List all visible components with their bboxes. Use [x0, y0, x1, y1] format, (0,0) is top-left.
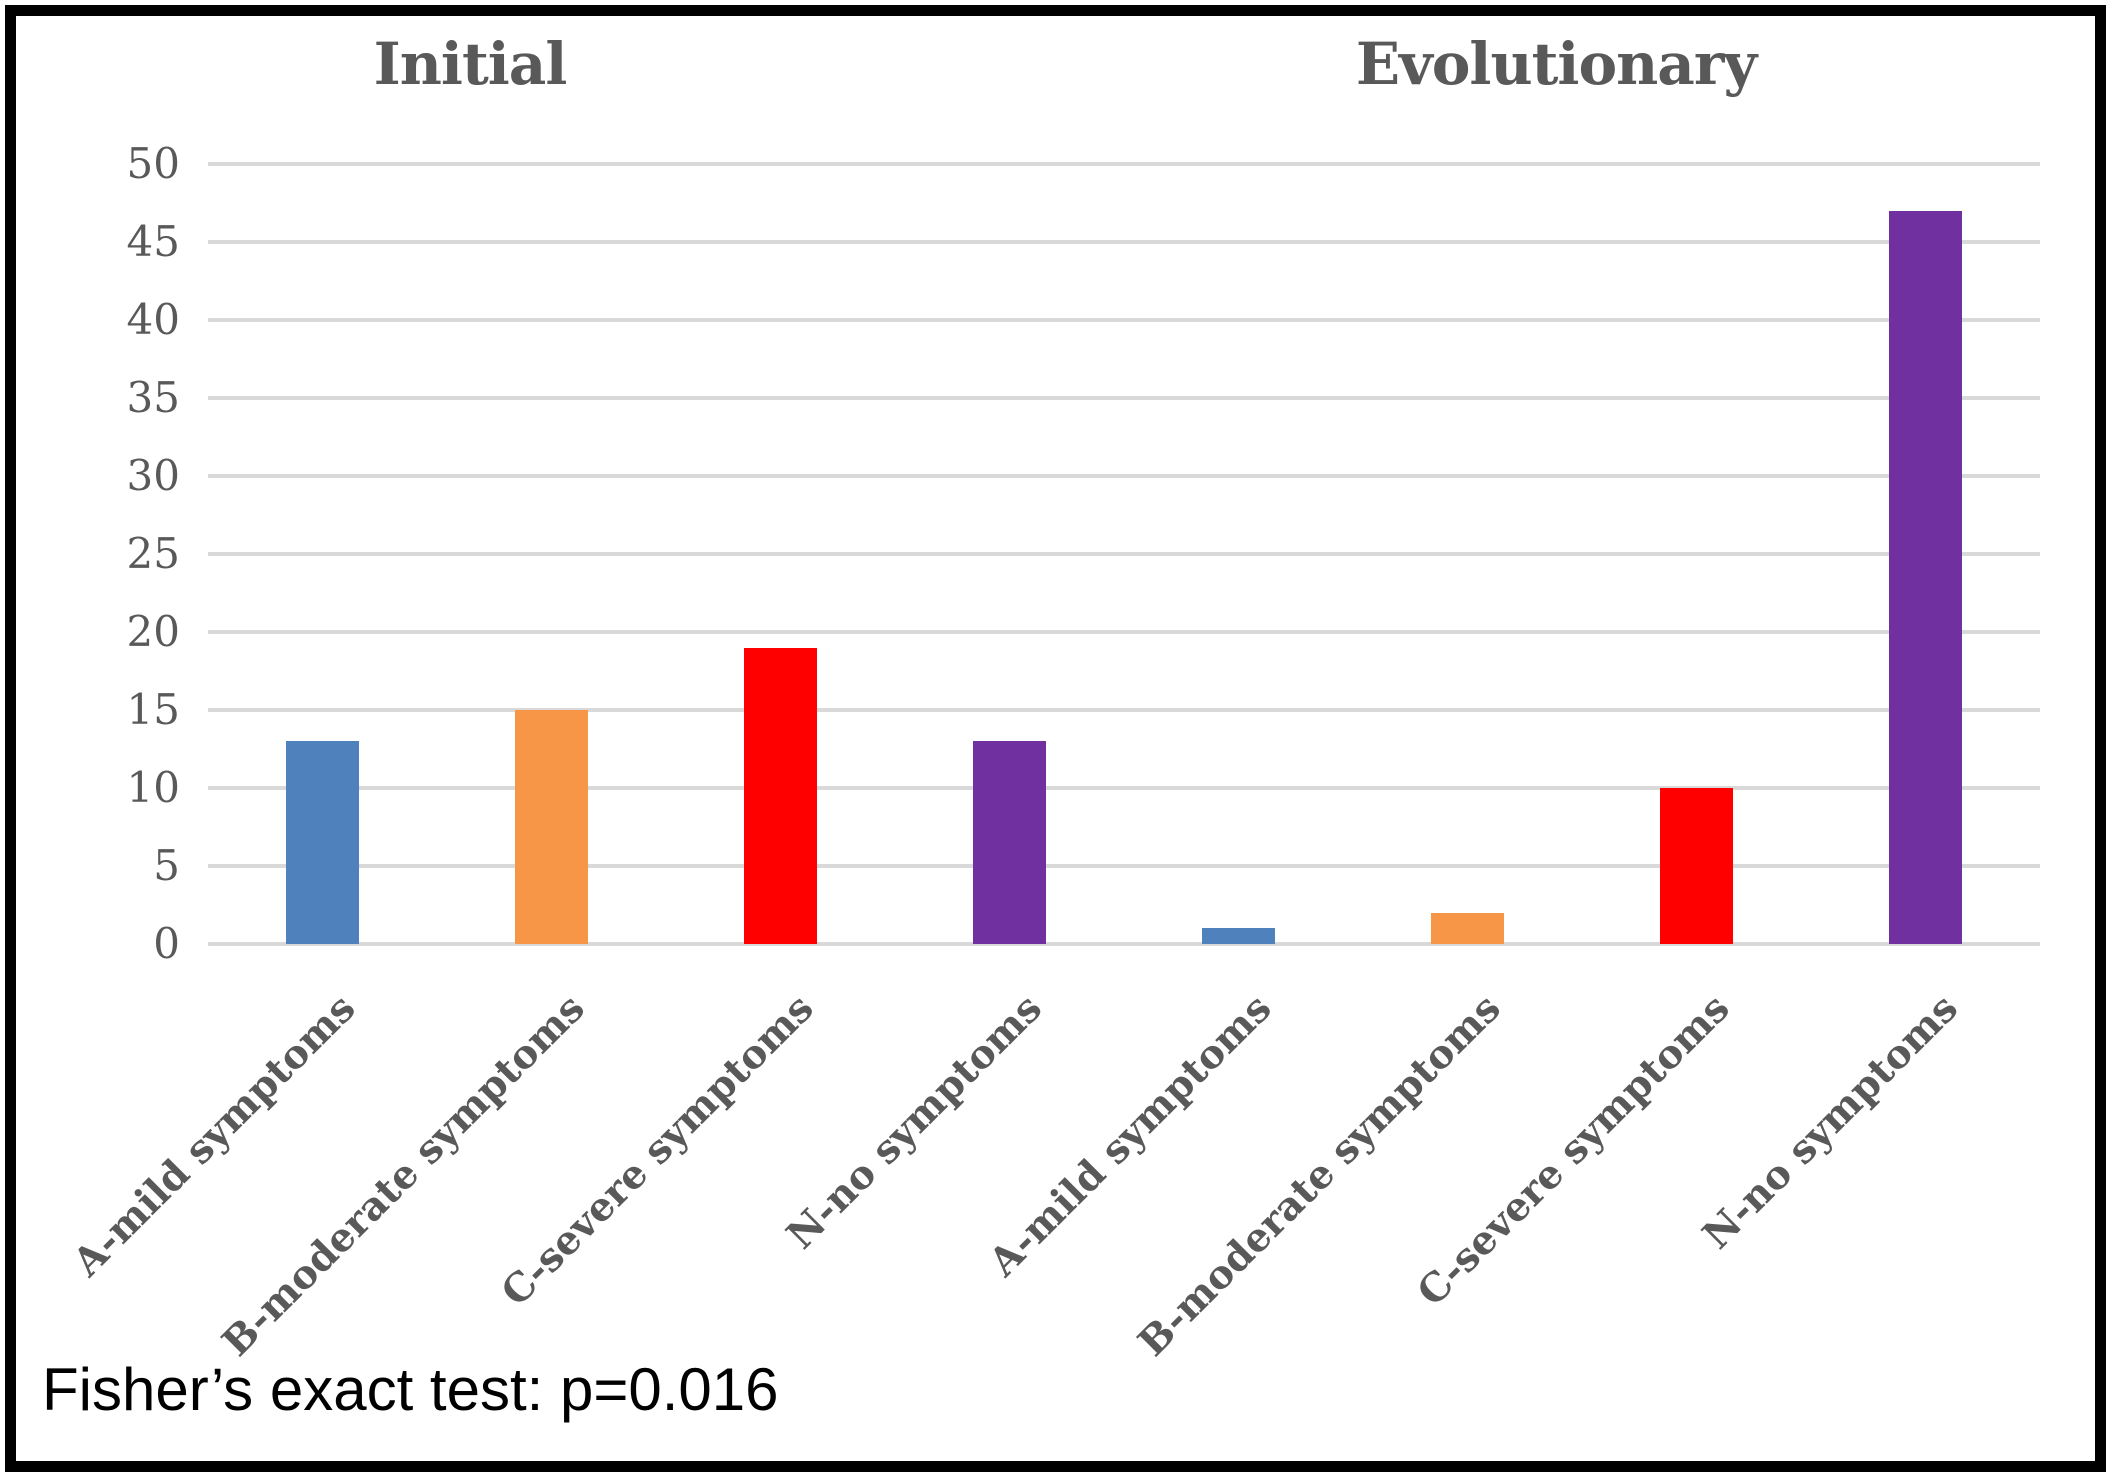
x-axis-category-label-evolutionary-3: N-no symptoms	[1694, 985, 1968, 1259]
y-axis-tick-label-5: 5	[153, 841, 180, 890]
bar-initial-n-no-symptoms	[973, 741, 1046, 944]
gridline-y-35	[208, 396, 2040, 400]
group-title-evolutionary: Evolutionary	[1355, 30, 1757, 98]
gridline-y-5	[208, 864, 2040, 868]
bar-evolutionary-n-no-symptoms	[1889, 211, 1962, 944]
gridline-y-45	[208, 240, 2040, 244]
y-axis-tick-label-10: 10	[126, 763, 180, 812]
y-axis-tick-label-15: 15	[126, 685, 180, 734]
y-axis-tick-label-50: 50	[126, 139, 180, 188]
gridline-y-20	[208, 630, 2040, 634]
bar-initial-a-mild-symptoms	[286, 741, 359, 944]
gridline-y-10	[208, 786, 2040, 790]
bar-evolutionary-c-severe-symptoms	[1660, 788, 1733, 944]
gridline-y-25	[208, 552, 2040, 556]
gridline-y-15	[208, 708, 2040, 712]
y-axis-tick-label-20: 20	[126, 607, 180, 656]
bar-evolutionary-a-mild-symptoms	[1202, 928, 1275, 944]
bar-evolutionary-b-moderate-symptoms	[1431, 913, 1504, 944]
y-axis-tick-label-0: 0	[153, 919, 180, 968]
gridline-y-50	[208, 162, 2040, 166]
group-title-initial: Initial	[373, 30, 568, 98]
bar-initial-b-moderate-symptoms	[515, 710, 588, 944]
y-axis-tick-label-45: 45	[126, 217, 180, 266]
x-axis-category-label-initial-3: N-no symptoms	[778, 985, 1052, 1259]
y-axis-tick-label-25: 25	[126, 529, 180, 578]
gridline-y-0	[208, 942, 2040, 946]
gridline-y-30	[208, 474, 2040, 478]
fisher-test-annotation: Fisher’s exact test: p=0.016	[42, 1356, 779, 1423]
y-axis-tick-label-40: 40	[126, 295, 180, 344]
bar-initial-c-severe-symptoms	[744, 648, 817, 944]
y-axis-tick-label-35: 35	[126, 373, 180, 422]
gridline-y-40	[208, 318, 2040, 322]
y-axis-tick-label-30: 30	[126, 451, 180, 500]
